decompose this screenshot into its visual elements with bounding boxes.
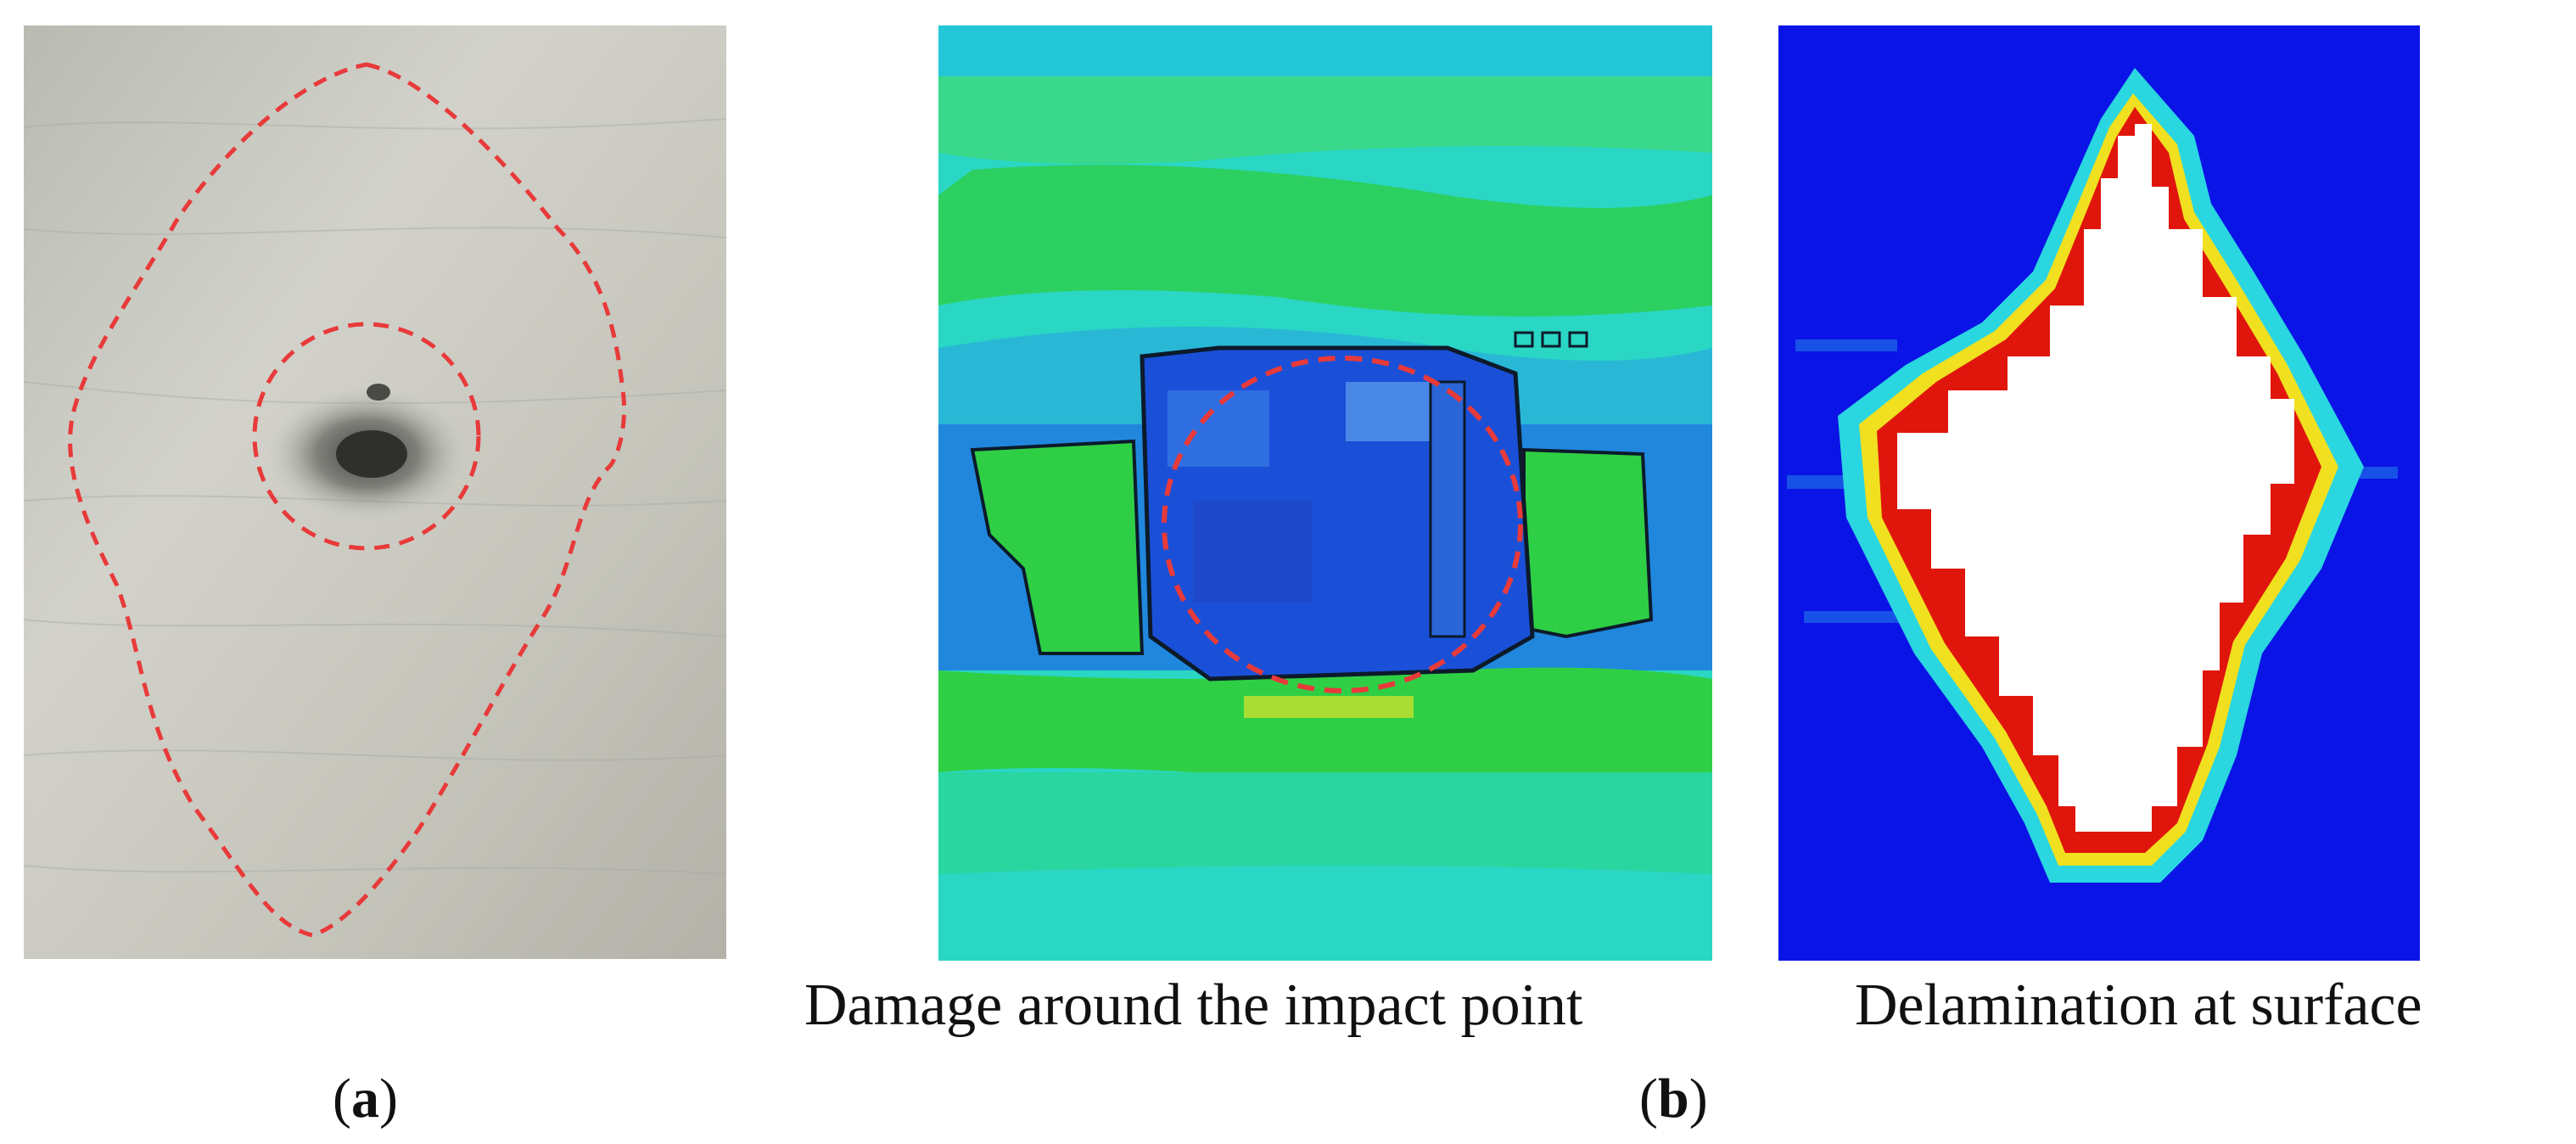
impact-mark-small <box>367 384 390 401</box>
sim-band <box>938 667 1712 781</box>
delam-core <box>1897 124 2294 832</box>
damage-simulation-map <box>938 25 1712 961</box>
delamination-map <box>1778 25 2420 961</box>
panel-label-b: (b) <box>1639 1071 1708 1127</box>
specimen-photo-svg <box>24 25 726 959</box>
sim-damage-strip <box>1429 380 1466 638</box>
sim-damage-patch <box>1346 382 1439 441</box>
damage-simulation-svg <box>938 25 1712 961</box>
wood-grain <box>24 118 726 875</box>
panel-label-a: (a) <box>333 1071 398 1127</box>
sim-band <box>938 772 1712 874</box>
panel-label-a-letter: a <box>350 1068 379 1130</box>
impact-dent <box>336 430 407 478</box>
sim-band <box>938 25 1712 76</box>
subcaption-delamination: Delamination at surface <box>1855 973 2422 1038</box>
specimen-photo <box>24 25 726 959</box>
panel-label-b-open: ( <box>1639 1068 1658 1130</box>
sim-band <box>938 76 1712 165</box>
sim-band <box>938 874 1712 961</box>
impact-zone-outline <box>1162 356 1523 693</box>
sim-band <box>938 165 1712 317</box>
inner-damage-outline <box>252 322 481 551</box>
sim-hotspot <box>1244 696 1414 718</box>
subcaption-damage-impact: Damage around the impact point <box>804 973 1583 1038</box>
sim-damage-patch <box>1193 501 1312 603</box>
panel-label-a-open: ( <box>333 1068 351 1130</box>
outer-damage-outline <box>68 62 627 938</box>
panel-label-b-letter: b <box>1657 1068 1689 1130</box>
delamination-svg <box>1778 25 2420 961</box>
panel-label-a-close: ) <box>378 1068 398 1130</box>
panel-label-b-close: ) <box>1688 1068 1708 1130</box>
sim-right-wing <box>1522 447 1654 639</box>
sim-left-wing <box>970 439 1145 655</box>
sim-small-elements <box>1514 331 1588 348</box>
sim-damage-patch <box>1168 390 1269 467</box>
